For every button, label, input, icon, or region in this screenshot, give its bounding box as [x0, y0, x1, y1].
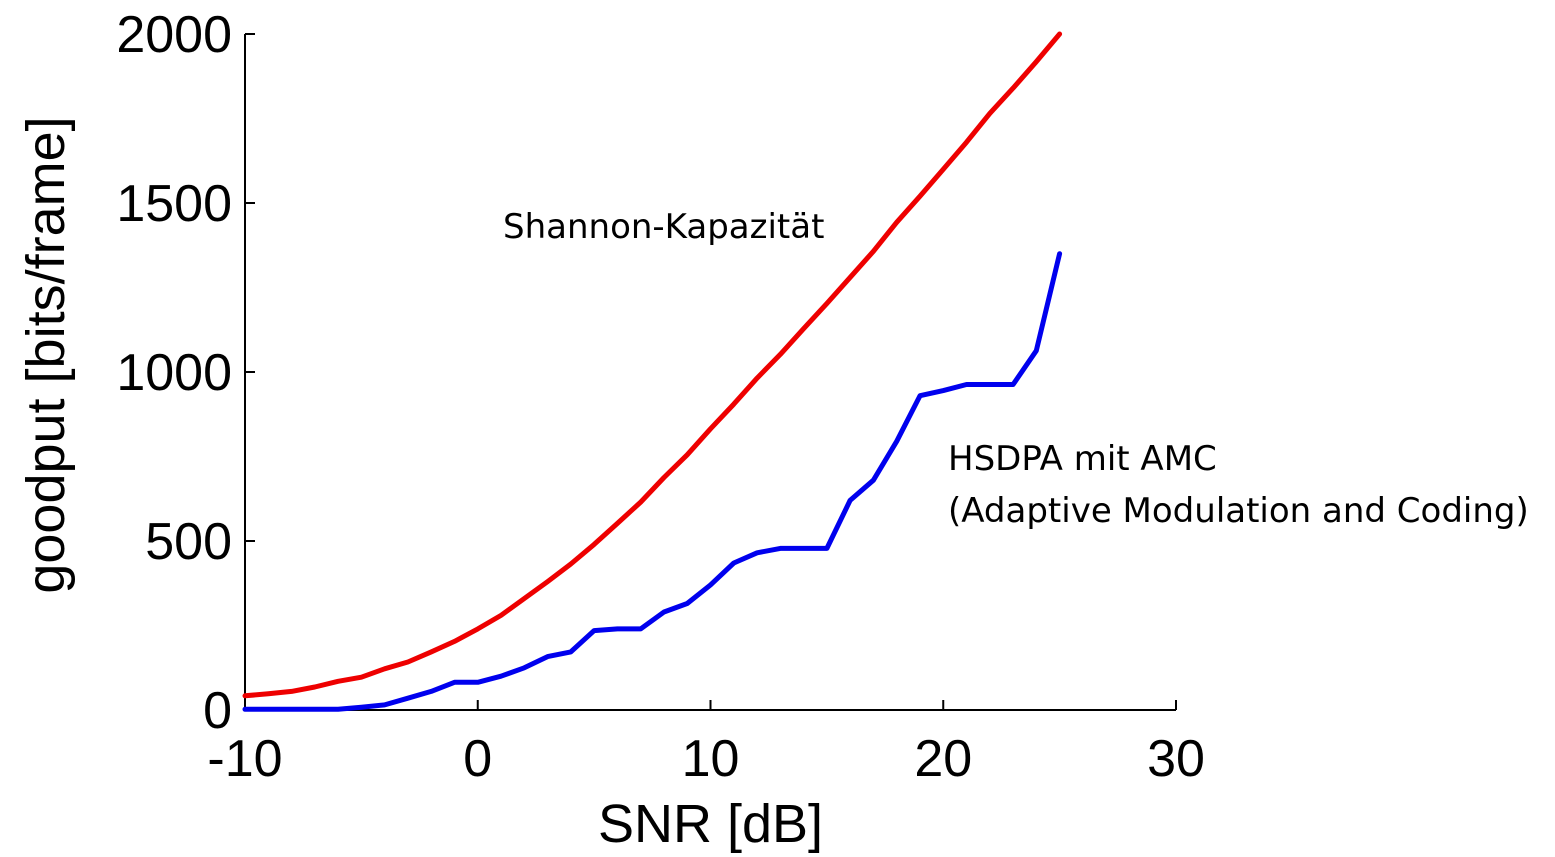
y-tick-label: 2000 — [116, 6, 232, 64]
y-tick-label: 500 — [145, 513, 232, 571]
annotation-shannon-line: Shannon-Kapazität — [503, 207, 824, 247]
x-tick-label: 30 — [1147, 730, 1205, 788]
annotation-hsdpa: HSDPA mit AMC (Adaptive Modulation and C… — [948, 439, 1529, 531]
annotation-hsdpa-line-1: HSDPA mit AMC — [948, 439, 1217, 479]
x-tick-label: 10 — [682, 730, 740, 788]
y-tick-label: 0 — [203, 682, 232, 740]
annotation-shannon: Shannon-Kapazität — [503, 207, 824, 247]
series-layer — [242, 31, 1063, 712]
y-tick-label: 1000 — [116, 344, 232, 402]
x-axis-label: SNR [dB] — [598, 794, 823, 854]
x-ticks: -10 0 10 20 30 — [207, 700, 1205, 788]
x-tick-label: 20 — [914, 730, 972, 788]
x-tick-label: 0 — [463, 730, 492, 788]
series-line-hsdpa — [242, 251, 1063, 712]
x-tick-label: -10 — [207, 730, 282, 788]
y-tick-label: 1500 — [116, 175, 232, 233]
y-ticks: 0 500 1000 1500 2000 — [116, 6, 255, 740]
y-axis-label: goodput [bits/frame] — [16, 116, 76, 593]
annotation-hsdpa-line-2: (Adaptive Modulation and Coding) — [948, 491, 1529, 531]
series-line-shannon — [242, 31, 1063, 699]
